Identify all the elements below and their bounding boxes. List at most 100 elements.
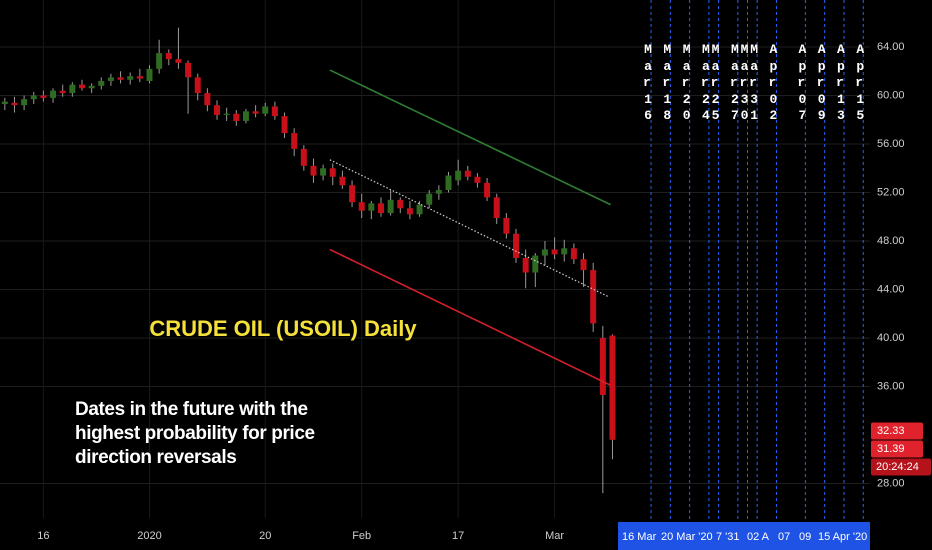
reversal-date-label: Apr 07 <box>797 42 813 123</box>
candle-body <box>69 84 76 94</box>
candle-body <box>242 111 249 121</box>
y-tick-label: 28.00 <box>877 477 905 489</box>
candle-body <box>50 90 57 98</box>
candle-body <box>349 185 356 203</box>
candle-body <box>513 233 520 258</box>
marker-axis-label: 16 Mar <box>622 531 657 543</box>
reversal-date-label: Mar 31 <box>749 42 765 123</box>
candle-body <box>464 170 471 177</box>
trend-line <box>329 248 611 386</box>
candle-body <box>377 203 384 214</box>
candle-body <box>30 95 37 100</box>
candle-body <box>435 190 442 194</box>
reversal-date-label: Apr 13 <box>835 42 852 123</box>
reversal-date-label: Mar 30 <box>739 42 756 123</box>
candle-body <box>136 76 143 79</box>
candle-body <box>368 203 375 211</box>
annotation: Dates in the future with the highest pro… <box>75 399 315 468</box>
x-tick-label: 2020 <box>137 530 161 542</box>
candle-body <box>262 106 269 114</box>
candle-body <box>1 101 8 105</box>
candle-body <box>416 204 423 215</box>
y-tick-label: 60.00 <box>877 89 905 101</box>
candle-body <box>522 257 529 273</box>
y-tick-label: 44.00 <box>877 283 905 295</box>
candle-body <box>484 182 491 198</box>
marker-axis-label: 20 Mar '20 <box>661 531 713 543</box>
candle-body <box>252 111 259 114</box>
x-tick-label: 16 <box>37 530 49 542</box>
candle-body <box>233 113 240 121</box>
reversal-date-label: Apr 02 <box>768 42 785 123</box>
reversal-date-label: Mar 25 <box>710 42 727 123</box>
price-badge <box>871 422 923 440</box>
x-tick-label: 17 <box>452 530 464 542</box>
y-tick-label: 64.00 <box>877 41 905 53</box>
y-tick-label: 40.00 <box>877 332 905 344</box>
candle-body <box>358 202 365 211</box>
price-badge-label: 32.33 <box>877 425 905 437</box>
candle-body <box>21 99 28 106</box>
candle-body <box>281 116 288 134</box>
candle-body <box>561 248 568 255</box>
candle-body <box>88 85 95 89</box>
candle-body <box>503 217 510 234</box>
trend-line <box>329 69 611 206</box>
reversal-date-label: Mar 24 <box>700 42 717 123</box>
candle-body <box>445 175 452 191</box>
marker-axis-label: 7 '31 <box>716 531 740 543</box>
candle-body <box>11 102 18 106</box>
candle-body <box>397 199 404 209</box>
marker-axis-label: 09 <box>799 531 812 543</box>
reversal-date-label: Apr 15 <box>855 42 871 123</box>
candle-body <box>156 53 163 69</box>
candle-body <box>339 176 346 186</box>
reversal-date-label: Mar 18 <box>662 42 678 123</box>
candle-body <box>599 337 606 395</box>
candle-body <box>609 335 616 440</box>
candle-body <box>214 105 221 115</box>
candle-body <box>590 270 597 324</box>
candle-body <box>300 148 307 166</box>
marker-axis-label: 07 <box>778 531 791 543</box>
candle-body <box>570 248 577 260</box>
candle-body <box>580 259 587 271</box>
y-tick-label: 36.00 <box>877 380 905 392</box>
candle-body <box>493 197 500 218</box>
x-tick-label: 20 <box>259 530 271 542</box>
reversal-date-label: Mar 20 <box>681 42 698 123</box>
candle-body <box>98 80 105 86</box>
candle-body <box>194 77 201 94</box>
candle-body <box>185 62 192 78</box>
candle-body <box>127 76 134 80</box>
candle-body <box>551 249 558 255</box>
candle-body <box>474 176 481 183</box>
candle-body <box>117 77 124 80</box>
candle-body <box>291 133 298 149</box>
countdown-label: 20:24:24 <box>876 461 919 473</box>
reversal-date-label: Apr 09 <box>816 42 833 123</box>
countdown-badge <box>871 458 931 476</box>
y-tick-label: 56.00 <box>877 138 905 150</box>
price-badge <box>871 440 923 458</box>
candle-body <box>204 93 211 106</box>
marker-axis-band <box>618 522 870 550</box>
candle-body <box>310 165 317 176</box>
price-badge-label: 31.39 <box>877 443 905 455</box>
candle-body <box>320 168 327 176</box>
candle-body <box>541 249 548 256</box>
candle-body <box>406 208 413 215</box>
marker-axis-label: 15 Apr '20 <box>818 531 868 543</box>
candle-body <box>146 68 153 81</box>
candle-body <box>59 90 66 94</box>
candle-body <box>271 106 278 117</box>
candle-body <box>532 255 539 273</box>
candle-body <box>175 59 182 63</box>
candle-body <box>40 95 47 98</box>
chart-title: CRUDE OIL (USOIL) Daily <box>149 316 417 341</box>
candle-body <box>107 77 114 81</box>
y-tick-label: 48.00 <box>877 235 905 247</box>
candle-body <box>426 193 433 205</box>
